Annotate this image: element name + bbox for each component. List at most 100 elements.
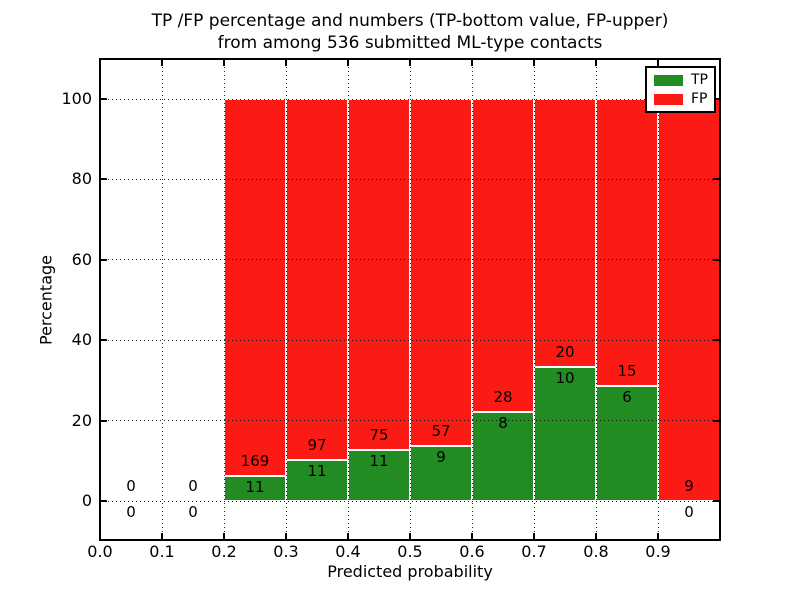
bar-fp [472, 99, 534, 412]
bar-tp [472, 411, 534, 501]
y-tick-mark-right [713, 258, 719, 261]
bar-fp-count-label: 20 [555, 343, 575, 361]
gridline-vertical [471, 59, 473, 540]
bar-fp [534, 99, 596, 367]
bar-tp [224, 476, 286, 501]
gridline-vertical [409, 59, 411, 540]
bar-fp-count-label: 0 [126, 477, 136, 495]
x-tick-mark-bottom [161, 533, 163, 539]
bar-tp-count-label: 0 [188, 503, 198, 521]
bar-fp [286, 99, 348, 461]
bar-tp [410, 446, 472, 501]
y-tick-mark-left [101, 419, 107, 422]
x-tick-mark-bottom [657, 533, 659, 539]
bar-tp [534, 367, 596, 501]
legend-label-tp: TP [691, 72, 708, 88]
y-tick-label: 40 [71, 330, 92, 350]
y-tick-label: 0 [81, 491, 92, 510]
x-tick-label: 0.0 [87, 542, 113, 561]
legend-entry-fp: FP [647, 91, 714, 107]
y-tick-mark-left [101, 178, 107, 181]
y-tick-mark-left [101, 339, 107, 342]
legend-entry-tp: TP [647, 72, 714, 88]
x-tick-mark-top [409, 60, 411, 66]
bar-fp-count-label: 15 [617, 362, 637, 381]
y-tick-mark-left [101, 98, 107, 100]
legend: TP FP [645, 66, 716, 113]
bar-fp [348, 99, 410, 450]
bar-tp-count-label: 6 [622, 388, 632, 407]
bar-tp-count-label: 8 [498, 413, 508, 432]
gridline-vertical [161, 59, 163, 540]
x-tick-label: 0.2 [211, 542, 237, 561]
bar-tp [596, 386, 658, 501]
bar-fp [596, 99, 658, 387]
x-tick-label: 0.9 [645, 542, 671, 561]
gridline-vertical [285, 59, 287, 540]
x-tick-mark-top [533, 60, 535, 66]
bar-fp [410, 99, 472, 447]
x-tick-mark-top [657, 60, 659, 66]
legend-swatch-fp-icon [654, 93, 683, 105]
y-tick-mark-right [713, 419, 719, 422]
x-tick-mark-bottom [409, 533, 411, 539]
chart-title-line1: TP /FP percentage and numbers (TP-bottom… [151, 11, 669, 31]
bar-tp-count-label: 0 [684, 503, 694, 521]
axis-spine-right [719, 58, 721, 541]
bar-tp [286, 460, 348, 501]
legend-label-fp: FP [691, 91, 708, 107]
plot-area: 0 0 0 0 169 11 97 11 75 11 57 9 28 8 20 10 15 6 9 0 [99, 58, 721, 541]
x-tick-mark-top [223, 60, 225, 66]
chart-title: TP /FP percentage and numbers (TP-bottom… [100, 10, 720, 54]
x-tick-mark-bottom [595, 533, 597, 539]
x-tick-label: 0.7 [521, 542, 547, 561]
x-tick-label: 0.3 [273, 542, 299, 561]
bar-fp-count-label: 97 [307, 436, 327, 455]
x-tick-label: 0.4 [335, 542, 361, 561]
bar-tp-count-label: 11 [245, 478, 265, 497]
x-tick-mark-top [161, 60, 163, 66]
chart-title-line2: from among 536 submitted ML-type contact… [217, 33, 603, 53]
bar-fp-count-label: 28 [493, 387, 513, 406]
bar-fp-count-label: 0 [188, 477, 198, 495]
gridline-vertical [347, 59, 349, 540]
bar-fp [658, 99, 720, 501]
y-tick-mark-right [713, 98, 719, 100]
y-tick-label: 100 [61, 89, 92, 108]
x-tick-mark-bottom [285, 533, 287, 539]
x-tick-mark-top [595, 60, 597, 66]
y-tick-label: 80 [71, 169, 92, 189]
gridline-vertical [223, 59, 225, 540]
bar-tp-count-label: 0 [126, 503, 136, 521]
bar-tp-count-label: 9 [436, 448, 446, 467]
x-tick-mark-bottom [223, 533, 225, 539]
y-tick-mark-right [713, 178, 719, 181]
x-tick-label: 0.1 [149, 542, 175, 561]
y-tick-mark-right [713, 500, 719, 502]
y-tick-label: 20 [71, 410, 92, 430]
bar-tp-count-label: 10 [555, 369, 575, 387]
x-axis-label: Predicted probability [327, 562, 493, 581]
x-tick-mark-bottom [533, 533, 535, 539]
bar-tp-count-label: 11 [369, 451, 389, 470]
x-tick-mark-bottom [471, 533, 473, 539]
x-tick-label: 0.8 [583, 542, 609, 561]
x-tick-mark-top [347, 60, 349, 66]
bar-tp-count-label: 11 [307, 462, 327, 481]
bar-fp-count-label: 57 [431, 422, 451, 441]
y-tick-mark-left [101, 500, 107, 502]
bar-fp-count-label: 75 [369, 425, 389, 444]
x-tick-mark-top [285, 60, 287, 66]
bar-fp [224, 99, 286, 477]
x-tick-mark-top [471, 60, 473, 66]
x-tick-label: 0.5 [397, 542, 423, 561]
gridline-vertical [595, 59, 597, 540]
axis-spine-top [99, 58, 721, 60]
gridline-vertical [657, 59, 659, 540]
axis-spine-bottom [99, 539, 721, 541]
y-tick-label: 60 [71, 249, 92, 269]
x-tick-label: 0.6 [459, 542, 485, 561]
bar-fp-count-label: 169 [240, 452, 270, 471]
y-tick-mark-left [101, 258, 107, 261]
